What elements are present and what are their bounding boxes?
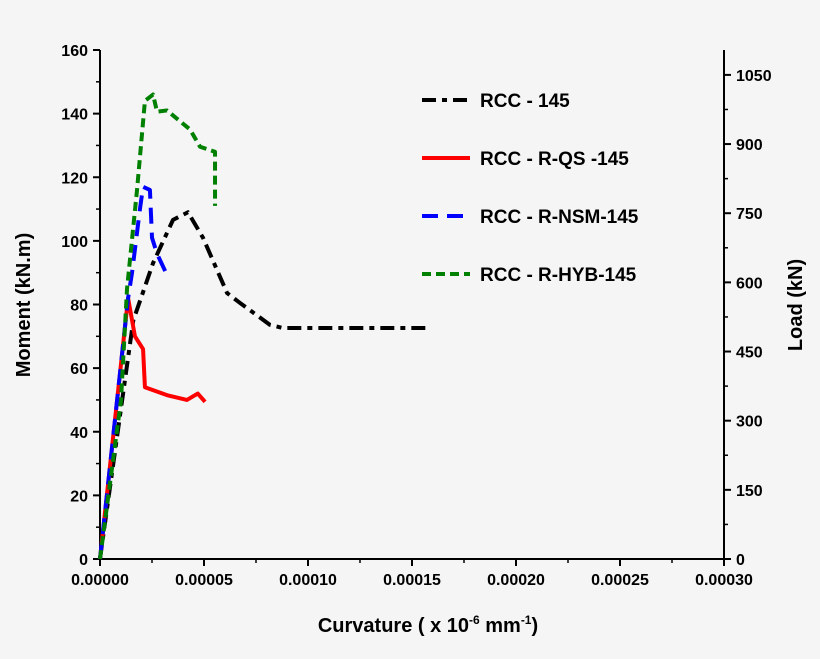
x-tick-label: 0.00010 (279, 572, 337, 589)
x-axis-label: Curvature ( x 10-6 mm-1) (318, 613, 538, 637)
x-tick-label: 0.00000 (71, 572, 129, 589)
y-tick-label: 100 (61, 234, 88, 251)
y-tick-label: 60 (70, 361, 88, 378)
y2-axis-label: Load (kN) (785, 259, 807, 351)
legend: RCC - 145 RCC - R-QS -145 RCC - R-NSM-145 R… (422, 91, 639, 286)
y2-tick-label: 600 (736, 275, 763, 292)
y-axis-label: Moment (kN.m) (13, 233, 35, 377)
y2-tick-label: 750 (736, 206, 763, 223)
x-tick-label: 0.00025 (591, 572, 649, 589)
y2-tick-label: 450 (736, 345, 763, 362)
y-tick-label: 20 (70, 488, 88, 505)
legend-label: RCC - R-QS -145 (480, 149, 629, 170)
y-tick-label: 160 (61, 43, 88, 60)
y-tick-label: 40 (70, 425, 88, 442)
x-tick-label: 0.00015 (383, 572, 441, 589)
y2-tick-label: 150 (736, 483, 763, 500)
series-line-3 (98, 92, 218, 560)
x-tick-label: 0.00030 (695, 572, 753, 589)
y2-tick-label: 0 (736, 552, 745, 569)
y-tick-label: 80 (70, 298, 88, 315)
y-tick-label: 0 (79, 552, 88, 569)
series-line-2 (98, 184, 168, 560)
y-tick-label: 140 (61, 107, 88, 124)
x-label-sup1: -6 (469, 613, 480, 627)
series-line-1 (98, 296, 207, 560)
legend-label: RCC - 145 (480, 91, 570, 112)
series-line-0 (98, 210, 431, 560)
x-tick-label: 0.00005 (175, 572, 233, 589)
x-label-mid: mm (480, 615, 521, 637)
legend-label: RCC - R-HYB-145 (480, 265, 637, 286)
x-label-sup2: -1 (521, 613, 532, 627)
y2-tick-label: 1050 (736, 68, 772, 85)
x-label-main: Curvature ( x 10 (318, 615, 469, 637)
x-label-end: ) (531, 615, 538, 637)
y2-tick-label: 900 (736, 137, 763, 154)
axes: 0.00000 0.00005 0.00010 0.00015 0.00020 0.000… (61, 43, 771, 589)
series-lines (98, 92, 431, 560)
x-tick-label: 0.00020 (487, 572, 545, 589)
y-tick-label: 120 (61, 170, 88, 187)
legend-label: RCC - R-NSM-145 (480, 207, 639, 228)
y2-tick-label: 300 (736, 414, 763, 431)
